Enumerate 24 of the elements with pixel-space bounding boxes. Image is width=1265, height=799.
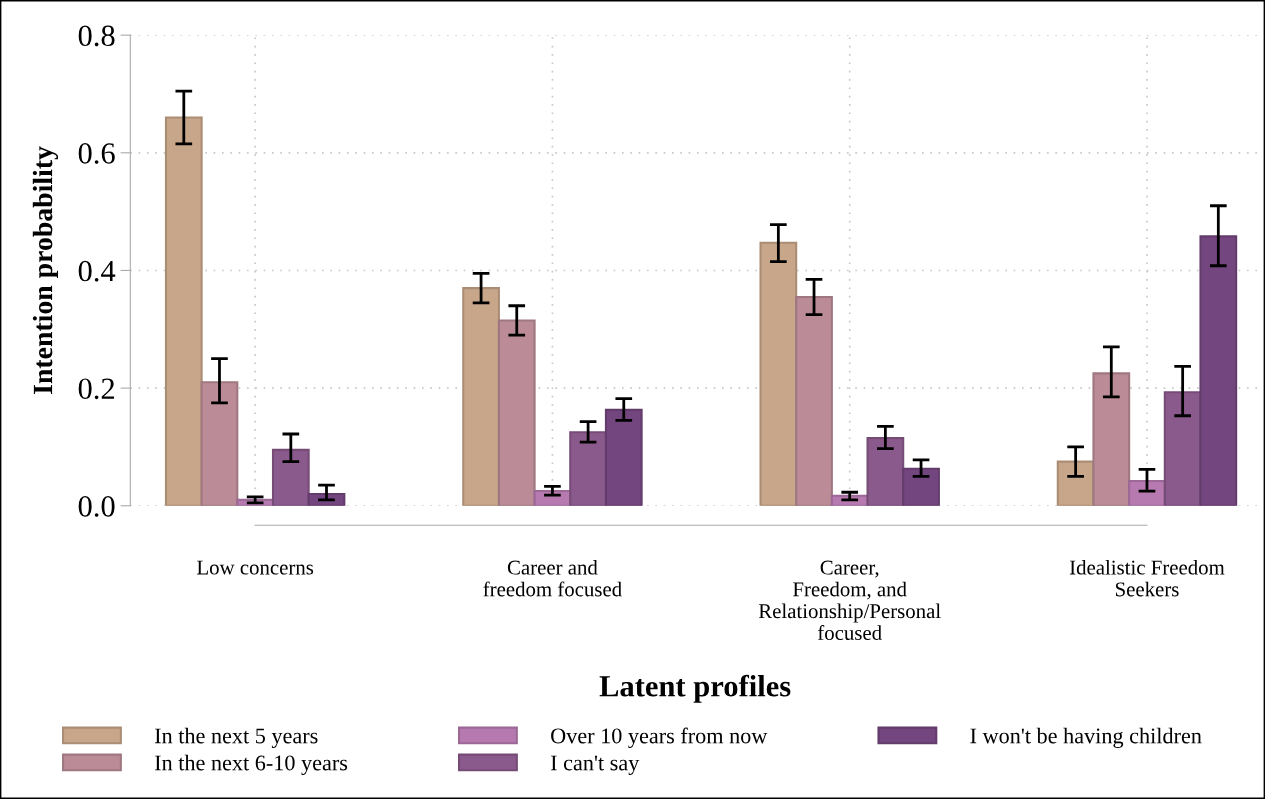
bar xyxy=(497,319,536,506)
bar xyxy=(759,241,798,506)
bar xyxy=(1092,372,1131,506)
bar xyxy=(462,287,500,506)
bar xyxy=(1128,480,1166,506)
legend-label: I won't be having children xyxy=(970,727,1202,748)
x-tick-label: Career and freedom focused xyxy=(483,559,622,597)
y-axis-title: Intention probability xyxy=(32,146,59,394)
y-tick-label: 0.8 xyxy=(78,25,115,47)
y-tick-label: 0.6 xyxy=(78,143,115,164)
y-tick-label: 0.0 xyxy=(78,496,115,517)
y-tick-label: 0.2 xyxy=(78,378,115,400)
x-tick-label: Idealistic Freedom Seekers xyxy=(1069,559,1225,597)
bar xyxy=(200,381,239,506)
legend-label: Over 10 years from now xyxy=(551,727,768,748)
bar xyxy=(164,116,203,506)
legend-label: I can't say xyxy=(550,755,640,775)
y-tick-label: 0.4 xyxy=(78,260,116,282)
legend-label: In the next 6-10 years xyxy=(154,754,348,775)
x-axis-title: Latent profiles xyxy=(599,674,791,703)
legend-label: In the next 5 years xyxy=(154,727,318,748)
x-tick-label: Low concerns xyxy=(197,560,314,575)
x-tick-label: Career, Freedom, and Relationship/Personal focused xyxy=(758,560,941,640)
bar xyxy=(795,295,833,506)
